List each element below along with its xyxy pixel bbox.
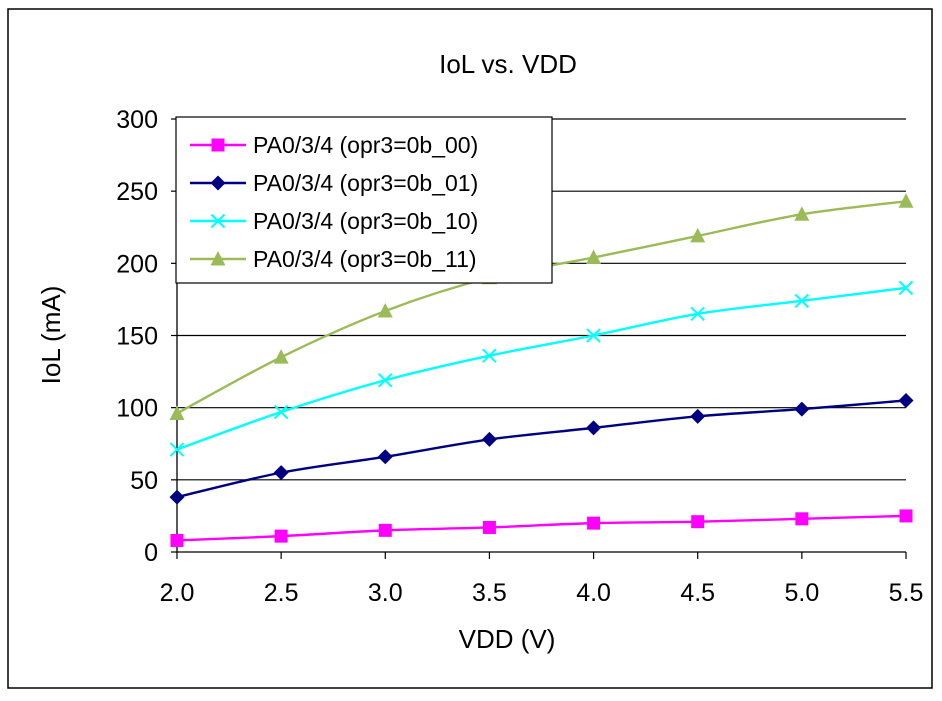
data-point bbox=[377, 302, 393, 318]
x-marker-stroke bbox=[169, 442, 185, 457]
data-point bbox=[378, 373, 393, 388]
axes: 0 50 100 150 200 250 300 2.0 2.5 3.0 3.5 4.0 4.5 5.0 5… bbox=[116, 106, 923, 607]
x-tick-label: 3.5 bbox=[472, 579, 507, 607]
y-tick-label: 100 bbox=[116, 395, 158, 423]
legend-label: PA0/3/4 (opr3=0b_01) bbox=[253, 170, 478, 196]
legend-item: PA0/3/4 (opr3=0b_10) bbox=[190, 208, 478, 234]
legend-label: PA0/3/4 (opr3=0b_00) bbox=[253, 132, 478, 158]
data-point bbox=[690, 227, 706, 243]
x-tick-label: 4.0 bbox=[576, 579, 611, 607]
data-point bbox=[899, 509, 913, 523]
data-point bbox=[170, 533, 184, 547]
x-marker-stroke bbox=[690, 306, 705, 322]
data-point bbox=[690, 408, 706, 424]
series-0 bbox=[170, 509, 913, 547]
x-tick-label: 2.5 bbox=[264, 579, 299, 607]
data-point bbox=[587, 516, 601, 530]
data-point bbox=[169, 442, 185, 457]
data-point bbox=[377, 449, 393, 465]
legend-marker bbox=[210, 175, 226, 191]
series-2 bbox=[169, 280, 914, 457]
data-point bbox=[481, 431, 497, 447]
data-point bbox=[274, 529, 288, 543]
y-tick-label: 250 bbox=[116, 178, 158, 206]
data-point bbox=[273, 465, 289, 481]
y-axis-title: IoL (mA) bbox=[36, 286, 66, 385]
x-axis-title: VDD (V) bbox=[459, 624, 556, 654]
data-point bbox=[273, 404, 289, 420]
x-tick-label: 2.0 bbox=[160, 579, 195, 607]
data-point bbox=[273, 349, 289, 364]
series-1 bbox=[169, 392, 914, 505]
data-point bbox=[586, 328, 601, 343]
y-tick-label: 150 bbox=[116, 323, 158, 351]
legend-label: PA0/3/4 (opr3=0b_10) bbox=[253, 208, 478, 234]
legend: PA0/3/4 (opr3=0b_00) PA0/3/4 (opr3=0b_01)… bbox=[175, 116, 553, 284]
x-marker-stroke bbox=[898, 280, 914, 296]
y-tick-label: 300 bbox=[116, 106, 158, 134]
data-point bbox=[169, 489, 185, 505]
data-point bbox=[691, 515, 705, 529]
x-marker-stroke bbox=[586, 328, 601, 343]
x-marker-stroke bbox=[273, 404, 289, 420]
legend-label: PA0/3/4 (opr3=0b_11) bbox=[253, 246, 477, 272]
data-point bbox=[586, 249, 602, 265]
legend-item: PA0/3/4 (opr3=0b_00) bbox=[190, 132, 478, 158]
data-point bbox=[898, 392, 914, 408]
series-line bbox=[176, 286, 907, 451]
y-tick-label: 50 bbox=[130, 467, 158, 495]
y-tick-label: 200 bbox=[116, 250, 158, 278]
x-marker-stroke bbox=[482, 348, 497, 363]
x-tick-label: 4.5 bbox=[680, 579, 715, 607]
x-tick-label: 5.5 bbox=[889, 579, 924, 607]
data-point bbox=[169, 405, 185, 420]
series-line bbox=[176, 514, 907, 542]
chart-title: IoL vs. VDD bbox=[439, 49, 577, 79]
x-tick-label: 5.0 bbox=[784, 579, 819, 607]
data-point bbox=[794, 293, 810, 309]
data-point bbox=[898, 193, 914, 208]
data-point bbox=[795, 512, 809, 526]
legend-marker bbox=[211, 138, 225, 152]
data-point bbox=[794, 206, 810, 221]
x-marker-stroke bbox=[210, 213, 226, 229]
data-point bbox=[378, 523, 392, 537]
data-point bbox=[794, 401, 810, 417]
data-point bbox=[690, 306, 705, 322]
y-tick-label: 0 bbox=[144, 539, 158, 567]
x-marker-stroke bbox=[378, 373, 393, 388]
legend-item: PA0/3/4 (opr3=0b_11) bbox=[190, 246, 477, 272]
legend-marker bbox=[210, 213, 226, 229]
data-point bbox=[482, 348, 497, 363]
series-line bbox=[176, 399, 907, 499]
data-point bbox=[586, 420, 602, 436]
legend-marker bbox=[210, 251, 226, 266]
x-tick-label: 3.0 bbox=[368, 579, 403, 607]
data-point bbox=[898, 280, 914, 296]
data-point bbox=[482, 520, 496, 534]
legend-item: PA0/3/4 (opr3=0b_01) bbox=[190, 170, 478, 196]
x-marker-stroke bbox=[794, 293, 810, 309]
